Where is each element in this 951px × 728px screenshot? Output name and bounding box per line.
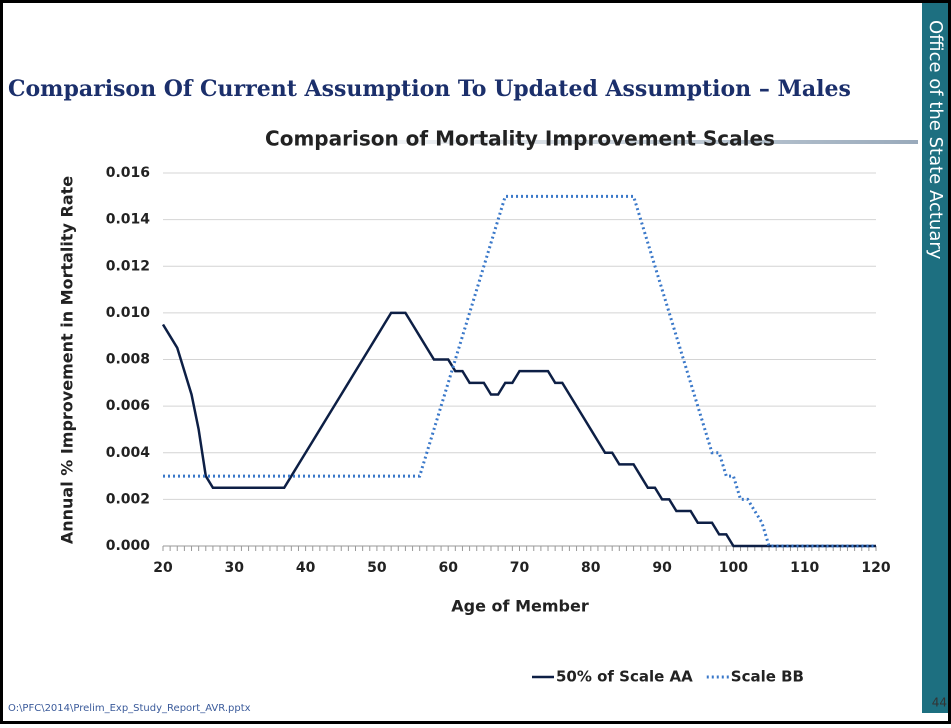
x-tick-label: 50 — [367, 560, 387, 576]
legend-label: Scale BB — [731, 668, 804, 686]
y-tick-label: 0.016 — [106, 165, 150, 181]
x-tick-label: 110 — [790, 560, 819, 576]
x-tick-label: 80 — [581, 560, 601, 576]
title-underline — [300, 140, 918, 144]
legend-label: 50% of Scale AA — [556, 668, 693, 686]
x-tick-label: 40 — [296, 560, 316, 576]
y-tick-label: 0.008 — [106, 352, 150, 368]
chart-title: Comparison of Mortality Improvement Scal… — [265, 127, 775, 151]
x-tick-label: 30 — [225, 560, 245, 576]
x-axis-label: Age of Member — [451, 597, 589, 616]
footer: O:\PFC\2014\Prelim_Exp_Study_Report_AVR.… — [8, 703, 251, 714]
y-axis-label: Annual % Improvement in Mortality Rate — [58, 176, 77, 544]
y-tick-label: 0.000 — [106, 538, 151, 554]
x-tick-label: 90 — [652, 560, 672, 576]
y-tick-label: 0.004 — [106, 445, 151, 461]
sidebar-text: Office of the State Actuary — [925, 20, 946, 260]
title-box: Comparison Of Current Assumption To Upda… — [8, 76, 851, 102]
sidebar — [922, 3, 948, 713]
x-tick-label: 60 — [438, 560, 458, 576]
slide-title: Comparison Of Current Assumption To Upda… — [8, 76, 851, 102]
x-tick-label: 100 — [719, 560, 748, 576]
x-tick-label: 120 — [861, 560, 890, 576]
y-tick-label: 0.002 — [106, 491, 150, 507]
series-line — [161, 311, 876, 548]
x-tick-label: 70 — [510, 560, 530, 576]
y-tick-label: 0.010 — [106, 305, 151, 321]
page-number: 44 — [932, 696, 947, 710]
y-tick-label: 0.014 — [106, 212, 151, 228]
y-tick-label: 0.006 — [106, 398, 150, 414]
y-tick-label: 0.012 — [106, 258, 150, 274]
x-tick-label: 20 — [153, 560, 173, 576]
